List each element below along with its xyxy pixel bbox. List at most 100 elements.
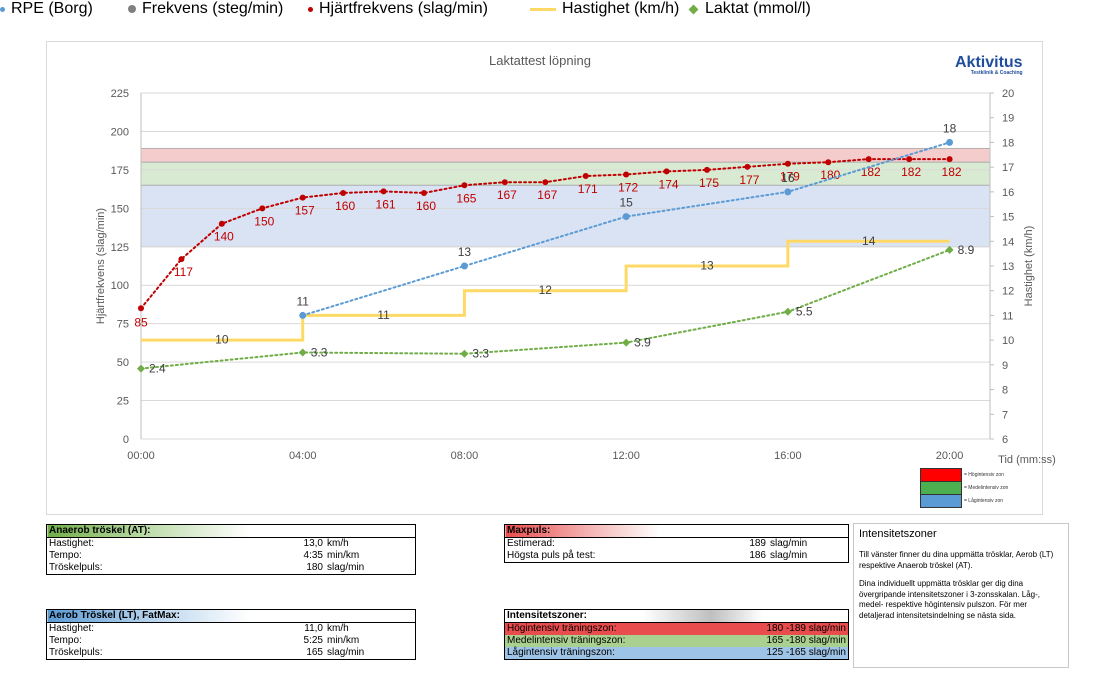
- heart-rate-label: 167: [497, 188, 517, 202]
- rpe-label: 18: [943, 121, 957, 135]
- heart-rate-point: [461, 182, 468, 189]
- anaerob-tempo-unit: min/km: [327, 550, 360, 561]
- aerob-title: Aerob Tröskel (LT), FatMax:: [46, 609, 416, 623]
- legend-item: RPE (Borg): [0, 0, 93, 18]
- zone-key-label-high: = Högintensiv zon: [964, 471, 1004, 478]
- rpe-point: [946, 138, 954, 146]
- maxpuls-estimated-label: Estimerad:: [507, 538, 555, 549]
- legend-label: RPE (Borg): [11, 0, 93, 17]
- maxpuls-estimated-value: 189: [749, 538, 766, 549]
- table-row: Högsta puls på test: 186 slag/min: [505, 550, 849, 563]
- rpe-label: 15: [619, 196, 633, 210]
- aerob-tempo-value: 5:25: [303, 635, 323, 646]
- legend-marker: [530, 7, 556, 11]
- anaerob-threshold-table: Anaerob tröskel (AT): Hastighet: 13,0 km…: [46, 524, 416, 575]
- anaerob-pulse-unit: slag/min: [327, 562, 365, 573]
- heart-rate-point: [623, 171, 630, 178]
- zone-low-value: 125 -165 slag/min: [766, 647, 847, 658]
- anaerob-speed-label: Hastighet:: [49, 538, 95, 549]
- zone-medium-label: Medelintensiv träningszon:: [507, 635, 626, 646]
- heart-rate-point: [865, 156, 872, 163]
- lactate-line: [140, 248, 951, 370]
- y-right-tick-label: 13: [1002, 261, 1014, 273]
- heart-rate-label: 180: [820, 168, 840, 182]
- y-right-tick-label: 12: [1002, 286, 1014, 298]
- y-left-tick-label: 200: [111, 126, 129, 138]
- heart-rate-point: [259, 205, 266, 212]
- heart-rate-label: 160: [335, 199, 355, 213]
- anaerob-speed-value: 13,0: [303, 538, 323, 549]
- heart-rate-point: [784, 160, 791, 167]
- maxpuls-highest-label: Högsta puls på test:: [507, 550, 596, 561]
- heart-rate-label: 174: [659, 177, 679, 191]
- legend-item: Hjärtfrekvens (slag/min): [308, 0, 488, 18]
- aerob-speed-value: 11,0: [304, 623, 323, 634]
- maxpuls-estimated-unit: slag/min: [770, 538, 808, 549]
- maxpuls-table: Maxpuls: Estimerad: 189 slag/min Högsta …: [504, 524, 849, 563]
- heart-rate-point: [380, 188, 387, 195]
- speed-label: 13: [700, 259, 714, 273]
- x-tick-label: 20:00: [936, 450, 964, 462]
- heart-rate-label: 175: [699, 176, 719, 190]
- rpe-line: [301, 141, 951, 317]
- zone-key-label-medium: = Medelintensiv zon: [964, 484, 1009, 491]
- aerob-pulse-value: 165: [306, 647, 323, 658]
- heart-rate-point: [501, 179, 508, 186]
- rpe-point: [299, 311, 307, 319]
- zone-key-swatch-high: [920, 467, 962, 482]
- y-right-tick-label: 9: [1002, 360, 1008, 372]
- heart-rate-point: [218, 220, 225, 227]
- y-left-tick-label: 125: [111, 242, 129, 254]
- heart-rate-point: [825, 159, 832, 166]
- y-right-tick-label: 18: [1002, 137, 1014, 149]
- y-right-tick-label: 7: [1002, 409, 1008, 421]
- aerob-tempo-label: Tempo:: [49, 635, 82, 646]
- heart-rate-label: 157: [295, 204, 315, 218]
- heart-rate-point: [663, 168, 670, 175]
- heart-rate-point: [299, 194, 306, 201]
- table-row: Högintensiv träningszon: 180 -189 slag/m…: [504, 622, 849, 635]
- heart-rate-point: [421, 189, 427, 196]
- lactate-point: [783, 307, 792, 316]
- table-row: Hastighet: 11,0 km/h: [47, 623, 416, 636]
- speed-label: 14: [862, 234, 876, 248]
- y-left-tick-label: 225: [111, 88, 129, 100]
- y-right-tick-label: 16: [1002, 187, 1014, 199]
- zone-key: = Högintensiv zon = Medelintensiv zon = …: [920, 467, 1009, 508]
- heart-rate-label: 140: [214, 230, 234, 244]
- aerob-speed-unit: km/h: [327, 623, 349, 634]
- heart-rate-label: 179: [780, 170, 800, 184]
- zone-medium-value: 165 -180 slag/min: [766, 635, 847, 646]
- logo-main-text: Aktivitus: [955, 54, 1023, 71]
- zones-table-title: Intensitetszoner:: [504, 609, 849, 623]
- table-row: Tröskelpuls: 180 slag/min: [47, 562, 416, 575]
- rpe-point: [460, 262, 468, 270]
- heart-rate-point: [744, 163, 751, 170]
- rpe-label: 11: [296, 294, 309, 308]
- table-row: Estimerad: 189 slag/min: [505, 538, 849, 551]
- y-left-tick-label: 25: [117, 396, 129, 408]
- legend-label: Hastighet (km/h): [562, 0, 680, 17]
- zone-key-swatch-medium: [920, 480, 962, 495]
- y-right-axis-label: Hastighet (km/h): [1023, 226, 1035, 307]
- lactate-label: 8.9: [958, 243, 975, 257]
- y-left-tick-label: 150: [111, 203, 129, 215]
- lactate-label: 3.3: [472, 347, 489, 361]
- speed-label: 11: [377, 308, 390, 322]
- zone-key-swatch-low: [920, 493, 962, 508]
- x-tick-label: 16:00: [774, 450, 802, 462]
- maxpuls-highest-value: 186: [749, 550, 766, 561]
- heart-rate-point: [704, 166, 710, 173]
- aerob-pulse-label: Tröskelpuls:: [49, 647, 103, 658]
- rpe-point: [784, 188, 792, 196]
- lactate-label: 3.3: [311, 346, 328, 360]
- y-right-tick-label: 17: [1002, 162, 1014, 174]
- info-box: Intensitetszoner Till vänster finner du …: [853, 523, 1069, 668]
- legend-item: Frekvens (steg/min): [128, 0, 283, 18]
- table-row: Tempo: 4:35 min/km: [47, 550, 416, 562]
- heart-rate-label: 182: [901, 165, 921, 179]
- heart-rate-label: 150: [254, 214, 274, 228]
- legend-item: Laktat (mmol/l): [688, 0, 811, 18]
- aktivitus-logo: Aktivitus Testklinik & Coaching: [955, 54, 1023, 77]
- anaerob-pulse-label: Tröskelpuls:: [49, 562, 103, 573]
